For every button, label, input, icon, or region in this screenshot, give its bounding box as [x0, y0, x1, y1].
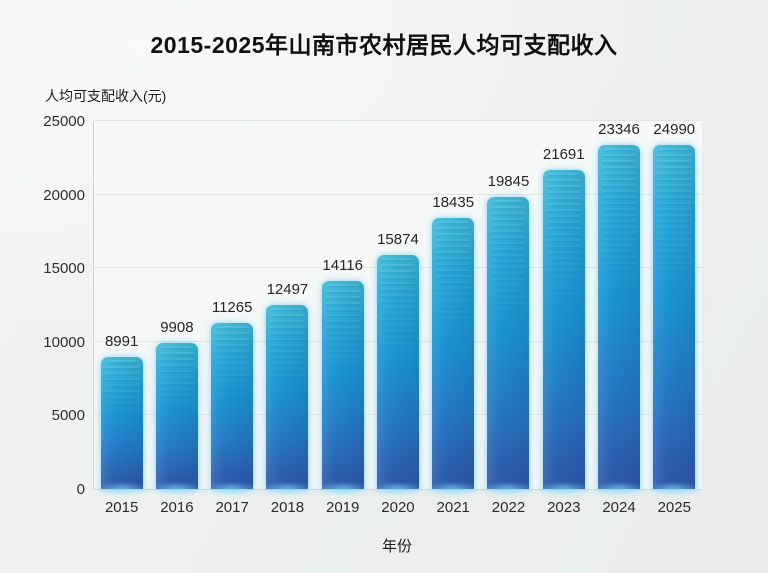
bar-slot-2021: 18435 2021 [426, 121, 481, 516]
x-axis-title: 年份 [381, 538, 412, 555]
y-tick-label-25000: 25000 [43, 113, 85, 130]
bar-2016 [155, 343, 198, 489]
x-tick-label-2020: 2020 [381, 499, 415, 516]
bar-slot-2022: 19845 2022 [481, 121, 536, 516]
gridline-25000 [94, 120, 702, 121]
bar-value-2023: 21691 [542, 146, 585, 163]
x-tick-label-2019: 2019 [326, 499, 360, 516]
bar-slot-2023: 21691 2023 [536, 121, 591, 516]
bar-slot-2020: 15874 2020 [370, 121, 425, 516]
x-tick-label-2023: 2023 [547, 499, 581, 516]
bar-2024 [598, 145, 641, 489]
x-tick-label-2021: 2021 [436, 499, 470, 516]
y-tick-label-5000: 5000 [51, 407, 85, 425]
gridline-20000 [94, 193, 702, 195]
chart-title: 2015-2025年山南市农村居民人均可支配收入 [150, 32, 618, 58]
bar-value-2018: 12497 [266, 281, 309, 298]
x-tick-label-2016: 2016 [160, 499, 194, 516]
y-tick-label-20000: 20000 [43, 186, 85, 204]
bar-2022 [487, 197, 530, 489]
x-tick-label-2024: 2024 [602, 499, 636, 516]
bar-2019 [321, 281, 364, 489]
bar-2021 [432, 218, 475, 489]
bar-slot-2025: 24990 2025 [647, 121, 702, 516]
bar-value-2016: 9908 [160, 319, 194, 336]
x-tick-label-2015: 2015 [104, 499, 139, 516]
x-tick-label-2025: 2025 [657, 499, 691, 516]
bar-2018 [266, 305, 309, 489]
bar-2017 [211, 323, 254, 489]
bar-slot-2017: 11265 2017 [205, 121, 260, 516]
bar-slot-2018: 12497 2018 [260, 121, 315, 516]
y-tick-label-10000: 10000 [43, 333, 85, 351]
bar-value-2020: 15874 [377, 231, 419, 248]
bar-2020 [376, 255, 419, 489]
bar-value-2015: 8991 [104, 333, 139, 350]
bar-value-2024: 23346 [598, 121, 640, 138]
bar-slot-2019: 14116 2019 [315, 121, 370, 516]
bars-layer: 8991 2015 9908 2016 11265 2017 12497 2018 14116 2… [94, 121, 702, 516]
y-tick-label-15000: 15000 [43, 260, 85, 278]
bar-slot-2016: 9908 2016 [149, 121, 204, 516]
x-tick-label-2018: 2018 [270, 499, 305, 516]
bar-value-2019: 14116 [322, 257, 363, 274]
x-tick-label-2022: 2022 [491, 499, 526, 516]
y-axis-title: 人均可支配收入(元) [45, 88, 167, 104]
bar-slot-2015: 8991 2015 [94, 121, 149, 516]
plot-area: 0 5000 10000 15000 20000 25000 8991 2015 9908 20… [43, 113, 702, 516]
bar-value-2017: 11265 [211, 299, 253, 316]
bar-2015 [100, 357, 143, 489]
bar-value-2021: 18435 [432, 194, 475, 211]
bar-value-2025: 24990 [653, 121, 696, 138]
bar-2025 [653, 145, 696, 489]
y-tick-label-0: 0 [76, 481, 85, 498]
bar-value-2022: 19845 [487, 173, 530, 190]
x-tick-label-2017: 2017 [215, 499, 249, 516]
bar-2023 [542, 170, 585, 489]
bar-slot-2024: 23346 2024 [591, 121, 646, 516]
